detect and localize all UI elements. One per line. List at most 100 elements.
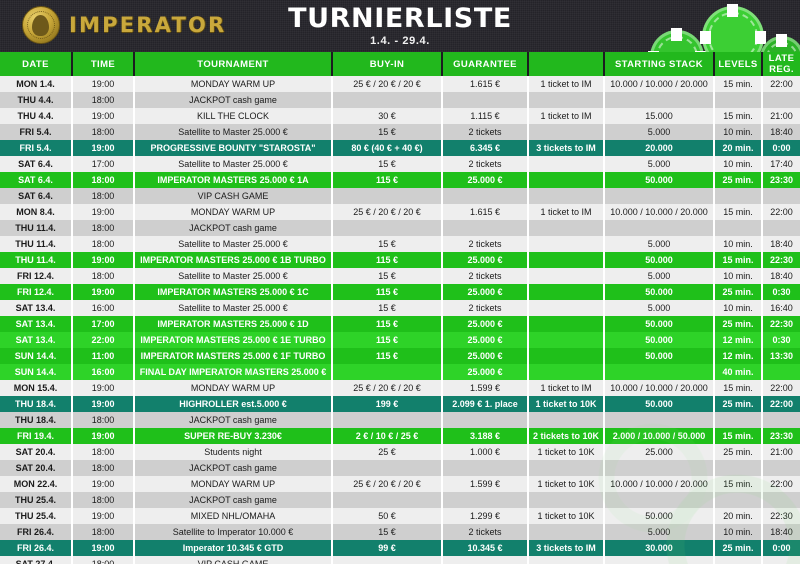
- column-header-latereg[interactable]: LATE REG.: [761, 52, 800, 76]
- cell-levels: 12 min.: [713, 332, 763, 348]
- cell-extra: 3 tickets to IM: [527, 140, 605, 156]
- cell-stack: 5.000: [603, 236, 715, 252]
- table-row[interactable]: THU 18.4. 18:00 JACKPOT cash game: [0, 412, 800, 428]
- cell-extra: [527, 156, 605, 172]
- cell-date: FRI 12.4.: [0, 268, 73, 284]
- cell-time: 19:00: [71, 76, 135, 92]
- cell-stack: [603, 492, 715, 508]
- table-row[interactable]: SAT 6.4. 17:00 Satellite to Master 25.000 …: [0, 156, 800, 172]
- table-row[interactable]: MON 15.4. 19:00 MONDAY WARM UP 25 € / 20 € …: [0, 380, 800, 396]
- cell-time: 18:00: [71, 460, 135, 476]
- cell-tournament: JACKPOT cash game: [133, 412, 333, 428]
- cell-time: 17:00: [71, 156, 135, 172]
- table-row[interactable]: THU 25.4. 19:00 MIXED NHL/OMAHA 50 €1.299 €…: [0, 508, 800, 524]
- table-row[interactable]: SUN 14.4. 16:00 FINAL DAY IMPERATOR MASTER…: [0, 364, 800, 380]
- cell-stack: [603, 412, 715, 428]
- cell-tournament: IMPERATOR MASTERS 25.000 € 1B TURBO: [133, 252, 333, 268]
- table-row[interactable]: FRI 12.4. 19:00 IMPERATOR MASTERS 25.000 €…: [0, 284, 800, 300]
- cell-tournament: MONDAY WARM UP: [133, 380, 333, 396]
- cell-buyin: 15 €: [331, 524, 443, 540]
- cell-tournament: VIP CASH GAME: [133, 188, 333, 204]
- cell-latereg: 18:40: [761, 268, 800, 284]
- cell-levels: 25 min.: [713, 284, 763, 300]
- cell-extra: [527, 188, 605, 204]
- cell-levels: 15 min.: [713, 108, 763, 124]
- cell-latereg: 17:40: [761, 156, 800, 172]
- column-header-extra[interactable]: [527, 52, 605, 76]
- cell-guarantee: 1.599 €: [441, 476, 529, 492]
- table-row[interactable]: SAT 20.4. 18:00 JACKPOT cash game: [0, 460, 800, 476]
- page-date-range: 1.4. - 29.4.: [370, 35, 430, 47]
- cell-buyin: 25 €: [331, 444, 443, 460]
- column-header-buyin[interactable]: BUY-IN: [331, 52, 443, 76]
- cell-date: THU 18.4.: [0, 396, 73, 412]
- cell-time: 18:00: [71, 524, 135, 540]
- table-row[interactable]: MON 22.4. 19:00 MONDAY WARM UP 25 € / 20 € …: [0, 476, 800, 492]
- table-row[interactable]: SAT 6.4. 18:00 VIP CASH GAME: [0, 188, 800, 204]
- cell-extra: 2 tickets to 10K: [527, 428, 605, 444]
- coin-icon: [22, 6, 60, 44]
- table-row[interactable]: FRI 19.4. 19:00 SUPER RE-BUY 3.230€ 2 € / 1…: [0, 428, 800, 444]
- column-header-date[interactable]: DATE: [0, 52, 73, 76]
- cell-levels: 40 min.: [713, 364, 763, 380]
- cell-buyin: 115 €: [331, 172, 443, 188]
- cell-levels: 10 min.: [713, 300, 763, 316]
- table-row[interactable]: SAT 20.4. 18:00 Students night 25 €1.000 €1…: [0, 444, 800, 460]
- table-row[interactable]: MON 1.4. 19:00 MONDAY WARM UP 25 € / 20 € /…: [0, 76, 800, 92]
- cell-guarantee: 1.115 €: [441, 108, 529, 124]
- column-header-tournament[interactable]: TOURNAMENT: [133, 52, 333, 76]
- table-row[interactable]: THU 11.4. 18:00 Satellite to Master 25.000…: [0, 236, 800, 252]
- table-row[interactable]: THU 11.4. 19:00 IMPERATOR MASTERS 25.000 €…: [0, 252, 800, 268]
- cell-time: 18:00: [71, 220, 135, 236]
- column-header-guarantee[interactable]: GUARANTEE: [441, 52, 529, 76]
- table-row[interactable]: THU 18.4. 19:00 HIGHROLLER est.5.000 €199 …: [0, 396, 800, 412]
- cell-stack: 5.000: [603, 124, 715, 140]
- cell-buyin: [331, 460, 443, 476]
- cell-buyin: 15 €: [331, 236, 443, 252]
- table-row[interactable]: SAT 6.4. 18:00 IMPERATOR MASTERS 25.000 € …: [0, 172, 800, 188]
- table-row[interactable]: SAT 13.4. 17:00 IMPERATOR MASTERS 25.000 €…: [0, 316, 800, 332]
- cell-guarantee: 10.345 €: [441, 540, 529, 556]
- cell-levels: 10 min.: [713, 156, 763, 172]
- column-header-levels[interactable]: LEVELS: [713, 52, 763, 76]
- cell-guarantee: 25.000 €: [441, 172, 529, 188]
- table-header-row: DATE TIME TOURNAMENT BUY-IN GUARANTEE STARTIN…: [0, 52, 800, 76]
- cell-time: 19:00: [71, 540, 135, 556]
- table-row[interactable]: SAT 13.4. 22:00 IMPERATOR MASTERS 25.000 €…: [0, 332, 800, 348]
- cell-stack: 50.000: [603, 508, 715, 524]
- table-row[interactable]: SUN 14.4. 11:00 IMPERATOR MASTERS 25.000 €…: [0, 348, 800, 364]
- cell-guarantee: 2 tickets: [441, 236, 529, 252]
- table-row[interactable]: THU 4.4. 19:00 KILL THE CLOCK 30 €1.115 €1 …: [0, 108, 800, 124]
- table-row[interactable]: SAT 27.4. 18:00 VIP CASH GAME: [0, 556, 800, 564]
- cell-tournament: IMPERATOR MASTERS 25.000 € 1E TURBO: [133, 332, 333, 348]
- cell-stack: 50.000: [603, 396, 715, 412]
- cell-levels: [713, 188, 763, 204]
- table-row[interactable]: THU 4.4. 18:00 JACKPOT cash game: [0, 92, 800, 108]
- cell-time: 18:00: [71, 268, 135, 284]
- cell-time: 19:00: [71, 204, 135, 220]
- cell-levels: 15 min.: [713, 204, 763, 220]
- cell-extra: [527, 284, 605, 300]
- cell-extra: 1 ticket to IM: [527, 108, 605, 124]
- cell-stack: 50.000: [603, 172, 715, 188]
- table-row[interactable]: THU 25.4. 18:00 JACKPOT cash game: [0, 492, 800, 508]
- cell-extra: 1 ticket to IM: [527, 76, 605, 92]
- table-row[interactable]: FRI 5.4. 18:00 Satellite to Master 25.000 …: [0, 124, 800, 140]
- cell-levels: 15 min.: [713, 476, 763, 492]
- table-row[interactable]: FRI 12.4. 18:00 Satellite to Master 25.000…: [0, 268, 800, 284]
- table-row[interactable]: FRI 26.4. 19:00 Imperator 10.345 € GTD 99 €…: [0, 540, 800, 556]
- table-row[interactable]: THU 11.4. 18:00 JACKPOT cash game: [0, 220, 800, 236]
- cell-time: 17:00: [71, 316, 135, 332]
- table-row[interactable]: FRI 5.4. 19:00 PROGRESSIVE BOUNTY "STAROST…: [0, 140, 800, 156]
- table-row[interactable]: MON 8.4. 19:00 MONDAY WARM UP 25 € / 20 € /…: [0, 204, 800, 220]
- table-row[interactable]: FRI 26.4. 18:00 Satellite to Imperator 10.…: [0, 524, 800, 540]
- column-header-time[interactable]: TIME: [71, 52, 135, 76]
- cell-levels: 20 min.: [713, 508, 763, 524]
- column-header-stack[interactable]: STARTING STACK: [603, 52, 715, 76]
- cell-levels: 25 min.: [713, 396, 763, 412]
- cell-buyin: [331, 492, 443, 508]
- cell-latereg: 23:30: [761, 172, 800, 188]
- table-row[interactable]: SAT 13.4. 16:00 Satellite to Master 25.000…: [0, 300, 800, 316]
- cell-date: THU 11.4.: [0, 220, 73, 236]
- cell-buyin: [331, 92, 443, 108]
